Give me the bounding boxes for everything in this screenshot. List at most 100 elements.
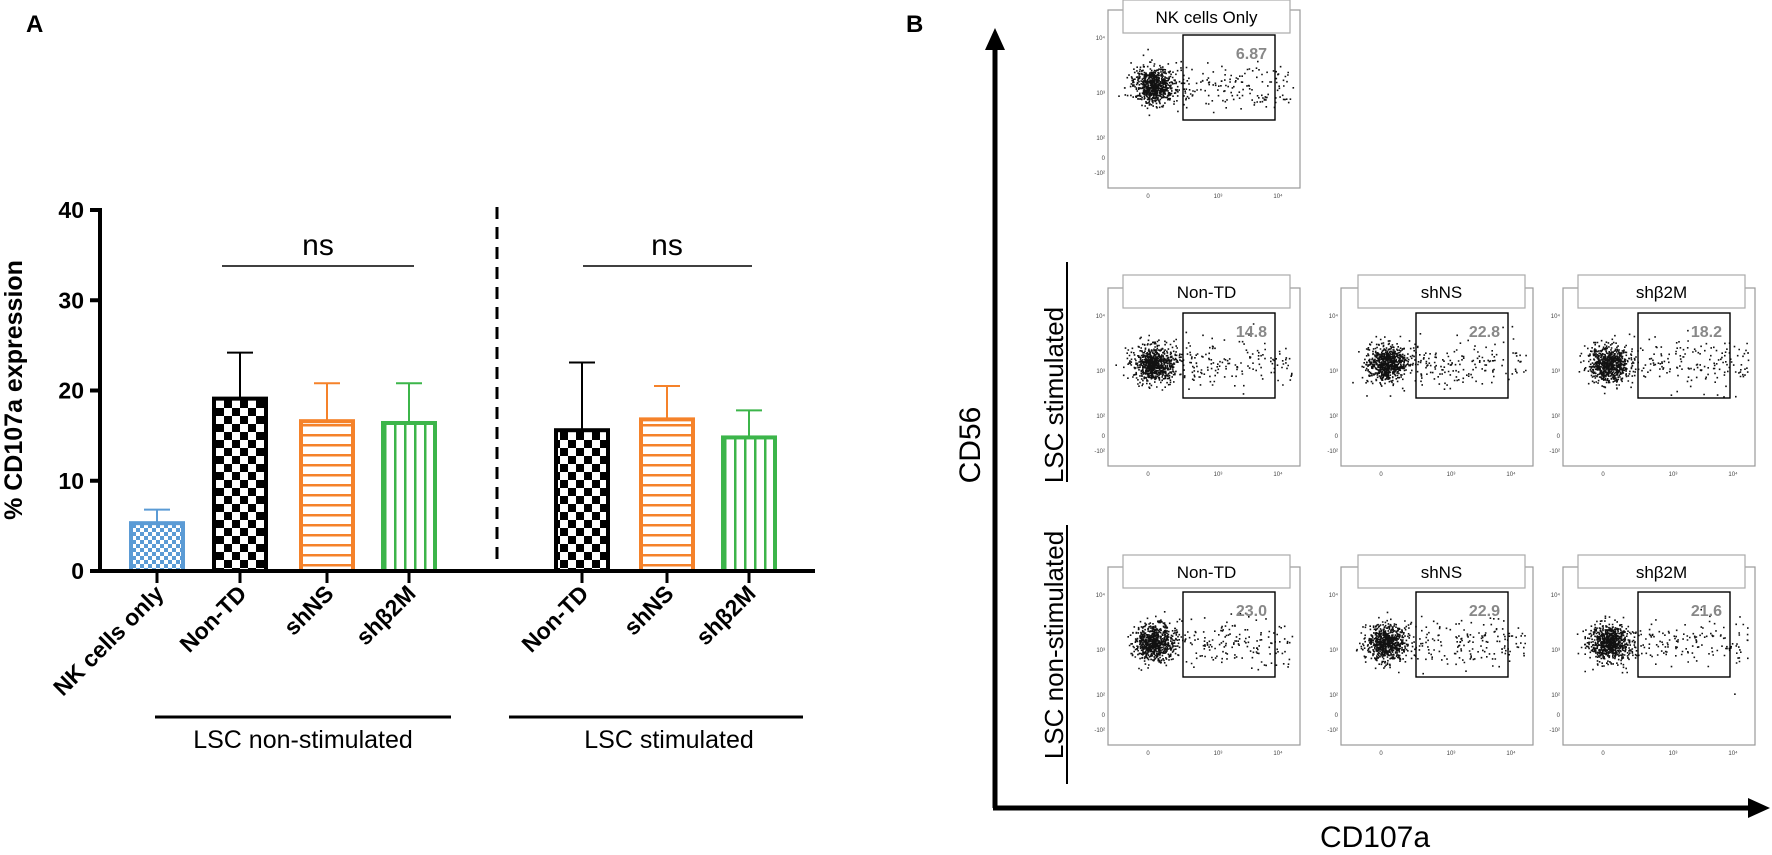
flow-y-tick-r2p1-1: 10³ [1096,648,1105,654]
flow-gate-value-r0p1: 6.87 [1236,46,1267,63]
x-category-label-1: NK cells only [48,580,169,701]
flow-title-box-r1p1 [1122,274,1291,309]
flow-x-tick-r2p3-1: 10³ [1669,751,1678,757]
flow-title-box-r2p1 [1122,554,1291,589]
flow-y-tick-r2p3-0: 10⁴ [1551,592,1561,599]
flow-y-tick-r1p3-0: 10⁴ [1551,313,1561,320]
flow-x-tick-r2p1-2: 10⁴ [1273,750,1283,757]
flow-x-tick-r2p1-0: 0 [1146,751,1150,757]
flow-y-tick-r1p1-4: -10² [1094,449,1105,455]
bar-2 [212,396,268,573]
flow-scatter-dots-r2p1 [1127,611,1294,671]
flow-plot-r2p3: 10⁴ 10³ 10² 0 -10² 0 10³ 10⁴ 21.6 shβ2M [1549,554,1756,757]
flow-x-tick-r1p1-1: 10³ [1214,472,1223,478]
flow-x-tick-r1p2-0: 0 [1379,472,1383,478]
flow-plot-frame-r0p1 [1107,9,1301,189]
flow-y-tick-r2p3-3: 0 [1557,713,1561,719]
x-category-label-7: shβ2M [691,580,761,650]
flow-y-tick-r1p1-0: 10⁴ [1096,313,1106,320]
flow-plot-frame-r2p2 [1340,566,1534,746]
flow-y-tick-r2p1-4: -10² [1094,728,1105,734]
significance-label-1: ns [302,229,334,262]
group-label-1: LSC non-stimulated [193,726,413,754]
row-label-2: LSC non-stimulated [1039,531,1069,759]
cd107a-axis-arrowhead [1748,798,1770,818]
flow-x-tick-r0p1-2: 10⁴ [1273,193,1283,200]
flow-y-tick-r1p2-1: 10³ [1329,369,1338,375]
flow-title-r1p3: shβ2M [1636,283,1687,302]
flow-plot-r1p1: 10⁴ 10³ 10² 0 -10² 0 10³ 10⁴ 14.8 Non-TD [1094,274,1301,478]
flow-x-tick-r2p3-2: 10⁴ [1728,750,1738,757]
flow-plot-frame-r1p2 [1340,287,1534,467]
flow-y-tick-r1p1-2: 10² [1096,414,1105,420]
row-label-1: LSC stimulated [1039,307,1069,483]
flow-gate-r1p3 [1637,312,1731,399]
flow-y-tick-r1p2-2: 10² [1329,414,1338,420]
flow-plot-r1p3: 10⁴ 10³ 10² 0 -10² 0 10³ 10⁴ 18.2 shβ2M [1549,274,1756,478]
flow-plot-frame-r2p1 [1107,566,1301,746]
flow-title-box-r1p3 [1577,274,1746,309]
cd56-axis-label: CD56 [954,407,987,484]
y-tick-label-10: 10 [58,468,84,494]
panel-a-label: A [26,11,43,38]
flow-gate-value-r1p1: 14.8 [1236,324,1267,341]
flow-gate-r2p1 [1182,591,1276,678]
flow-x-tick-r2p2-0: 0 [1379,751,1383,757]
flow-x-tick-r1p2-2: 10⁴ [1506,471,1516,478]
flow-scatter-dots-r1p2 [1352,325,1527,397]
flow-gate-r0p1 [1182,34,1276,121]
flow-title-r1p1: Non-TD [1177,283,1237,302]
flow-title-r2p3: shβ2M [1636,563,1687,582]
flow-x-tick-r2p2-2: 10⁴ [1506,750,1516,757]
flow-title-r0p1: NK cells Only [1155,8,1258,27]
flow-title-box-r1p2 [1357,274,1526,309]
flow-title-box-r2p2 [1357,554,1526,589]
flow-y-tick-r1p3-3: 0 [1557,434,1561,440]
flow-y-tick-r1p1-3: 0 [1102,434,1106,440]
flow-y-tick-r2p2-4: -10² [1327,728,1338,734]
flow-scatter-dots-r1p1 [1115,323,1293,395]
flow-gate-r1p2 [1415,312,1509,399]
flow-y-tick-r0p1-2: 10² [1096,136,1105,142]
y-tick-label-20: 20 [58,378,84,404]
cd107a-axis-label: CD107a [1320,821,1430,854]
flow-x-tick-r2p3-0: 0 [1601,751,1605,757]
flow-title-r1p2: shNS [1421,283,1463,302]
x-category-label-6: shNS [619,580,679,640]
flow-x-tick-r1p3-2: 10⁴ [1728,471,1738,478]
flow-x-tick-r1p1-2: 10⁴ [1273,471,1283,478]
flow-gate-value-r2p3: 21.6 [1691,603,1722,620]
flow-scatter-dots-r0p1 [1118,48,1295,117]
x-category-label-4: shβ2M [351,580,421,650]
bar-6 [639,417,695,573]
flow-y-tick-r0p1-4: -10² [1094,171,1105,177]
flow-y-tick-r2p3-4: -10² [1549,728,1560,734]
flow-y-tick-r0p1-1: 10³ [1096,91,1105,97]
flow-y-tick-r2p1-2: 10² [1096,693,1105,699]
flow-plot-r2p2: 10⁴ 10³ 10² 0 -10² 0 10³ 10⁴ 22.9 shNS [1327,554,1534,757]
bar-4 [381,420,437,573]
flow-y-tick-r2p3-2: 10² [1551,693,1560,699]
flow-y-tick-r1p2-0: 10⁴ [1329,313,1339,320]
significance-label-2: ns [651,229,683,262]
bar-7 [721,435,777,573]
panel-b-label: B [906,11,923,38]
flow-plot-frame-r1p1 [1107,287,1301,467]
flow-y-tick-r2p2-3: 0 [1335,713,1339,719]
flow-gate-r2p2 [1415,591,1509,678]
flow-y-tick-r0p1-3: 0 [1102,156,1106,162]
flow-y-tick-r2p2-2: 10² [1329,693,1338,699]
flow-title-box-r2p3 [1577,554,1746,589]
flow-y-tick-r1p2-3: 0 [1335,434,1339,440]
flow-gate-value-r1p3: 18.2 [1691,324,1722,341]
flow-scatter-dots-r2p3 [1576,608,1749,695]
bar-series [129,351,777,573]
group-label-2: LSC stimulated [584,726,754,754]
flow-axes: CD56 CD107a LSC stimulated LSC non-stimulat… [954,28,1770,854]
flow-y-tick-r0p1-0: 10⁴ [1096,35,1106,42]
flow-plot-r2p1: 10⁴ 10³ 10² 0 -10² 0 10³ 10⁴ 23.0 Non-TD [1094,554,1301,757]
flow-gate-value-r1p2: 22.8 [1469,324,1500,341]
flow-y-tick-r1p3-1: 10³ [1551,369,1560,375]
flow-y-tick-r1p2-4: -10² [1327,449,1338,455]
y-tick-label-0: 0 [71,558,84,584]
